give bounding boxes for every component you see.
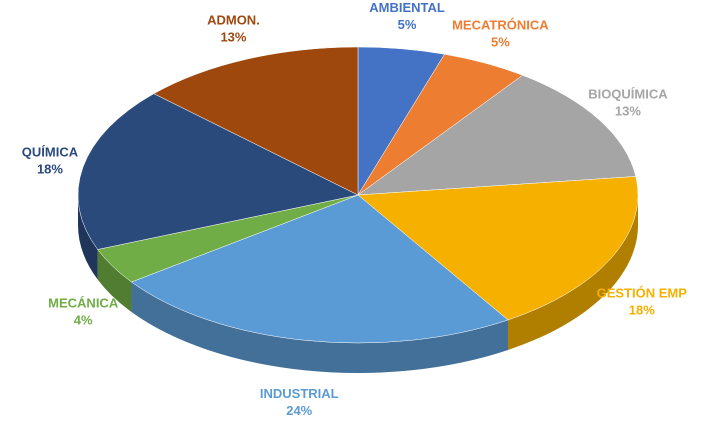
pie-side (97, 249, 132, 312)
slice-value-label: 24% (286, 403, 312, 418)
slice-label: BIOQUÍMICA (588, 87, 668, 102)
slice-value-label: 4% (74, 312, 93, 327)
pie-slice (153, 46, 359, 196)
pie-slice (77, 93, 359, 250)
pie-side (131, 281, 509, 373)
slice-value-label: 13% (220, 30, 246, 45)
slice-label: INDUSTRIAL (260, 386, 339, 401)
slice-value-label: 18% (37, 162, 63, 177)
slice-label: AMBIENTAL (369, 0, 445, 15)
pie-slice (357, 176, 639, 321)
pie-slice (130, 194, 509, 344)
slice-label: MECÁNICA (48, 295, 119, 310)
slice-value-label: 13% (615, 104, 641, 119)
slice-value-label: 5% (398, 17, 417, 32)
slice-value-label: 18% (629, 302, 655, 317)
slice-label: ADMON. (207, 13, 260, 28)
slice-value-label: 5% (491, 35, 510, 50)
slice-label: QUÍMICA (22, 145, 79, 160)
pie-side (78, 195, 98, 280)
pie-side (508, 195, 638, 350)
slice-label: MECATRÓNICA (452, 18, 549, 33)
slice-label: GESTIÓN EMP (597, 285, 688, 300)
pie-slice (357, 74, 637, 196)
